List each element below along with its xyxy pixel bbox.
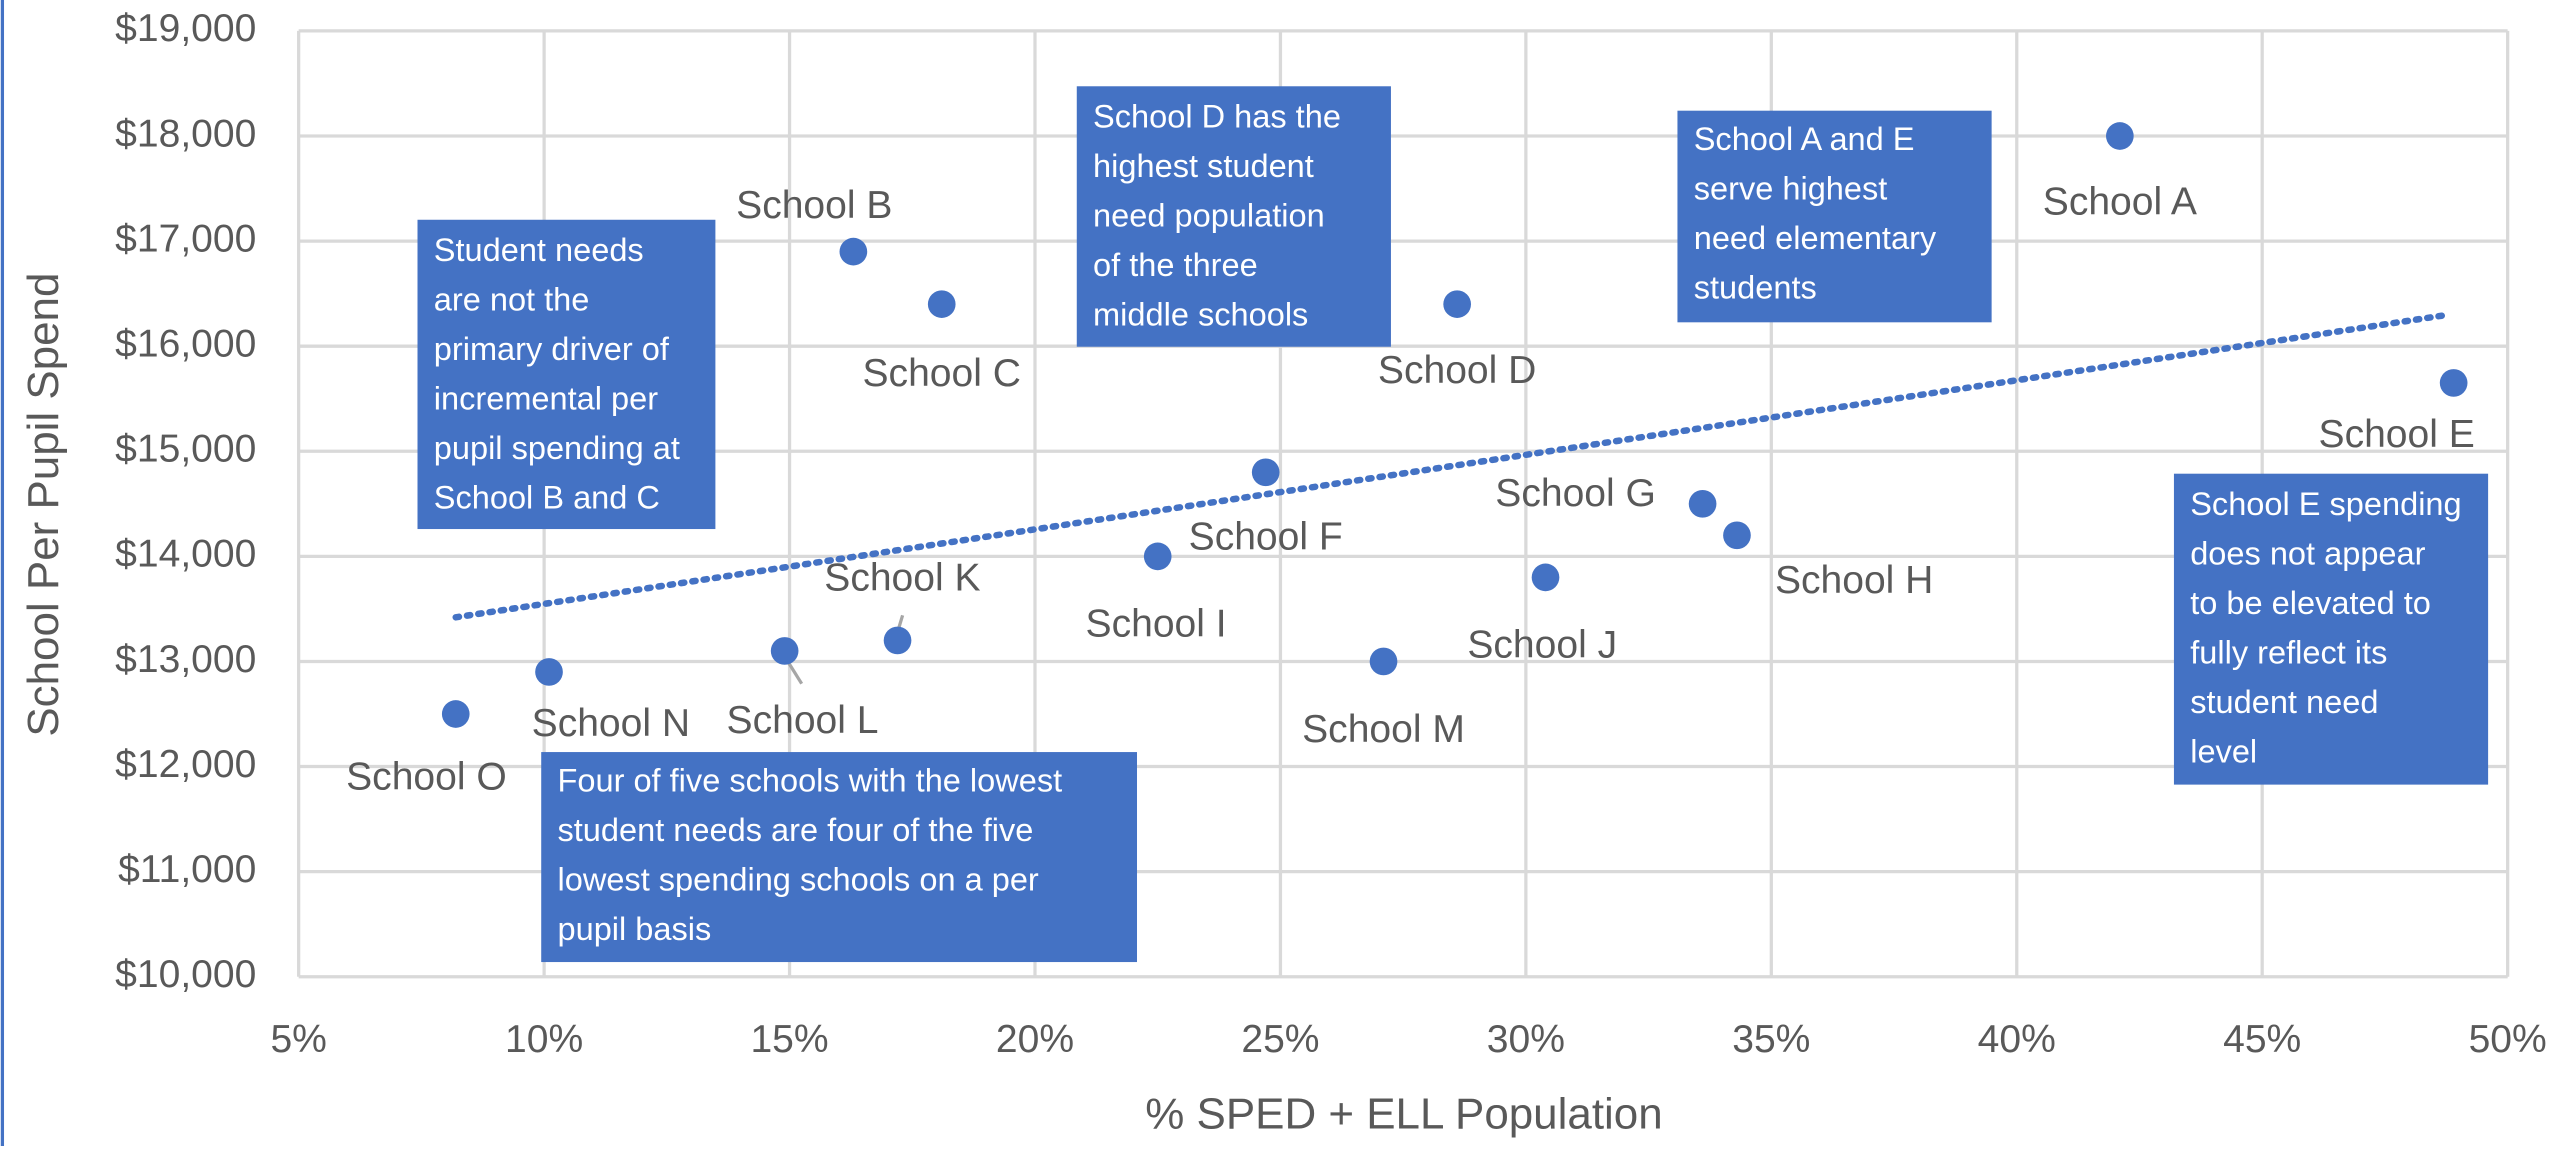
- y-tick-label: $15,000: [115, 428, 256, 471]
- x-tick-label: 45%: [2223, 1018, 2301, 1061]
- point: [883, 626, 912, 655]
- annotation-box: [2173, 473, 2489, 785]
- point-label: School H: [1775, 559, 1933, 602]
- point-label: School E: [2319, 413, 2475, 456]
- point-label: School I: [1086, 603, 1227, 646]
- x-tick-label: 40%: [1978, 1018, 2056, 1061]
- annotation-text: primary driver of: [434, 331, 670, 367]
- annotation-box: [417, 219, 716, 530]
- annotation-text: School E spending: [2190, 486, 2461, 522]
- annotation-text: student needs are four of the five: [557, 812, 1033, 848]
- x-tick-label: 10%: [505, 1018, 583, 1061]
- annotation-text: fully reflect its: [2190, 634, 2387, 670]
- point-label: School B: [736, 184, 892, 227]
- x-axis-title: % SPED + ELL Population: [1145, 1089, 1662, 1138]
- annotation-text: to be elevated to: [2190, 585, 2431, 621]
- annotation-text: are not the: [434, 281, 590, 317]
- point-label: School G: [1495, 472, 1656, 515]
- annotation-text: Student needs: [434, 232, 644, 268]
- point-label: School K: [824, 557, 980, 600]
- x-tick-label: 50%: [2469, 1018, 2547, 1061]
- left-border: [0, 0, 5, 1146]
- point-label: School M: [1302, 708, 1465, 751]
- point: [1251, 458, 1280, 487]
- x-tick-label: 30%: [1487, 1018, 1565, 1061]
- annotation-text: School A and E: [1694, 121, 1915, 157]
- annotation-text: highest student: [1093, 148, 1314, 184]
- x-tick-label: 25%: [1241, 1018, 1319, 1061]
- point: [1443, 290, 1471, 318]
- annotation-text: level: [2190, 733, 2257, 769]
- annotation-text: incremental per: [434, 380, 658, 416]
- annotation-box: [541, 752, 1138, 963]
- point: [1688, 489, 1717, 518]
- point-label: School L: [727, 699, 879, 742]
- x-tick-label: 5%: [270, 1018, 326, 1061]
- point: [2439, 369, 2468, 397]
- y-tick-label: $14,000: [115, 533, 256, 576]
- y-tick-label: $17,000: [115, 217, 256, 260]
- x-tick-label: 35%: [1732, 1018, 1810, 1061]
- annotation-text: students: [1694, 270, 1817, 306]
- point-label: School C: [863, 352, 1021, 395]
- annotation-box: [1677, 110, 1992, 323]
- annotation-text: of the three: [1093, 247, 1258, 283]
- annotation-text: need elementary: [1694, 220, 1937, 256]
- y-tick-label: $12,000: [115, 743, 256, 786]
- point: [839, 237, 868, 266]
- point: [535, 658, 563, 686]
- point: [1143, 542, 1172, 571]
- annotation-text: School D has the: [1093, 98, 1341, 134]
- point-label: School F: [1189, 515, 1343, 558]
- annotation-text: middle schools: [1093, 296, 1308, 332]
- point-label: School O: [346, 755, 507, 798]
- point-label: School D: [1378, 349, 1536, 392]
- annotation-box: [1076, 86, 1391, 347]
- point: [927, 290, 956, 318]
- annotation-text: pupil spending at: [434, 430, 680, 466]
- point: [441, 700, 470, 728]
- point: [770, 637, 799, 665]
- annotation-text: pupil basis: [557, 911, 711, 947]
- y-tick-label: $10,000: [115, 953, 256, 996]
- annotation-text: need population: [1093, 197, 1325, 233]
- x-tick-label: 15%: [750, 1018, 828, 1061]
- point-label: School J: [1467, 624, 1617, 667]
- annotation-text: Four of five schools with the lowest: [557, 763, 1062, 799]
- annotation-text: does not appear: [2190, 535, 2425, 571]
- y-axis-title: School Per Pupil Spend: [19, 273, 68, 737]
- annotation-text: student need: [2190, 684, 2378, 720]
- y-tick-label: $13,000: [115, 638, 256, 681]
- trendline: [452, 311, 2452, 621]
- point: [1369, 647, 1398, 676]
- y-tick-label: $19,000: [115, 7, 256, 50]
- annotation-text: lowest spending schools on a per: [557, 862, 1038, 898]
- annotation-text: serve highest: [1694, 171, 1888, 207]
- point-label: School N: [532, 702, 690, 745]
- y-tick-label: $11,000: [118, 848, 256, 891]
- point-label: School A: [2043, 181, 2197, 224]
- point: [1723, 521, 1751, 550]
- y-tick-label: $18,000: [115, 112, 256, 155]
- annotation-text: School B and C: [434, 479, 660, 515]
- point: [1531, 563, 1560, 592]
- x-tick-label: 20%: [996, 1018, 1074, 1061]
- y-tick-label: $16,000: [115, 323, 256, 366]
- point: [2106, 122, 2134, 150]
